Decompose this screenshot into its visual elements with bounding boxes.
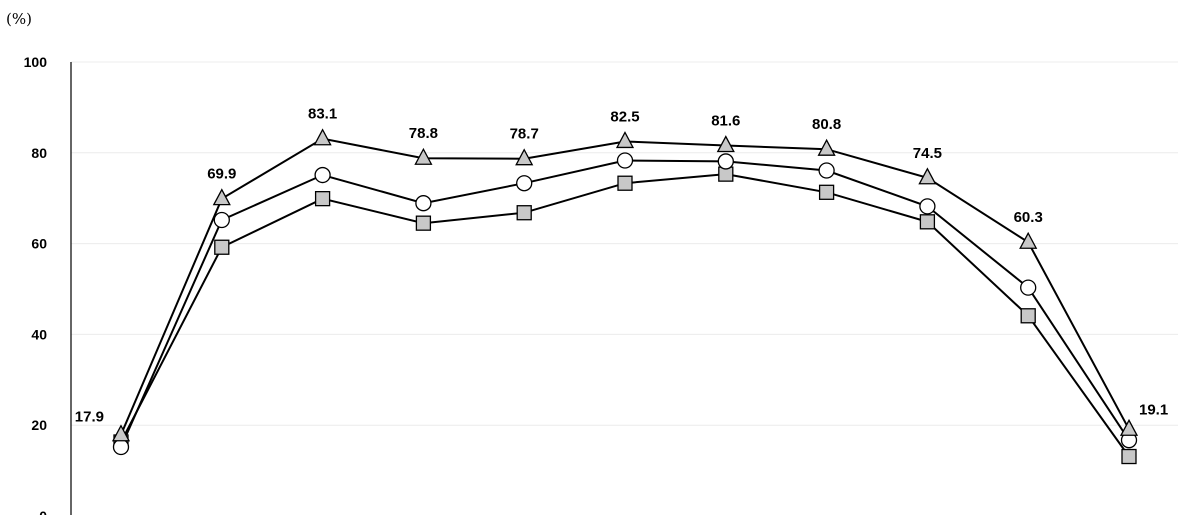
square-marker-2 (314, 191, 331, 207)
triangle-marker-8 (918, 167, 937, 185)
y-tick-label-0: 0 (39, 508, 47, 515)
data-labels: 17.9 69.9 83.1 78.8 78.7 82.5 81.6 80.8 74.5 60.3… (75, 106, 1168, 426)
square-marker-4 (516, 205, 532, 221)
series-group (111, 128, 1139, 465)
data-label-9: 60.3 (1014, 209, 1043, 226)
data-label-7: 80.8 (812, 116, 841, 133)
square-marker-1 (214, 239, 230, 255)
y-tick-label-40: 40 (31, 326, 47, 342)
square-marker-5 (617, 175, 633, 191)
triangle-marker-5 (615, 131, 635, 149)
data-label-6: 81.6 (711, 113, 740, 130)
y-tick-label-60: 60 (31, 236, 47, 252)
square-marker-10 (1121, 448, 1137, 465)
triangle-marker-9 (1019, 231, 1038, 249)
data-label-5: 82.5 (610, 108, 639, 125)
data-label-8: 74.5 (913, 145, 942, 162)
circle-marker-6 (717, 153, 734, 170)
y-tick-labels: 0 20 40 60 80 100 (24, 54, 48, 515)
square-marker-7 (818, 184, 835, 200)
square-marker-8 (919, 214, 936, 230)
triangle-marker-1 (212, 188, 231, 206)
y-tick-label-100: 100 (24, 54, 48, 70)
circle-marker-3 (415, 195, 432, 212)
data-label-3: 78.8 (409, 125, 438, 142)
circle-marker-4 (516, 175, 533, 192)
data-label-2: 83.1 (308, 106, 337, 123)
y-tick-label-80: 80 (31, 145, 47, 161)
data-label-1: 69.9 (207, 166, 236, 183)
triangle-marker-7 (817, 138, 836, 156)
circle-marker-2 (314, 166, 331, 184)
circle-marker-0 (112, 438, 130, 456)
square-marker-3 (415, 215, 432, 231)
circle-marker-1 (213, 211, 230, 229)
y-tick-label-20: 20 (31, 417, 47, 433)
series-2-line (120, 173, 1130, 458)
circle-marker-8 (919, 198, 936, 215)
gridlines (71, 61, 1178, 426)
data-label-10: 19.1 (1139, 401, 1168, 418)
triangle-marker-6 (716, 135, 735, 153)
series-1-line (120, 159, 1130, 448)
triangle-marker-3 (414, 147, 433, 165)
y-axis-unit-label: (%) (6, 10, 32, 28)
triangle-marker-2 (313, 128, 332, 146)
circle-marker-9 (1020, 279, 1037, 296)
square-marker-9 (1020, 308, 1036, 324)
data-label-4: 78.7 (510, 126, 539, 143)
circle-marker-5 (616, 152, 634, 169)
circle-marker-7 (818, 162, 835, 179)
triangle-marker-4 (515, 148, 534, 166)
data-label-0: 17.9 (75, 409, 104, 426)
triangle-marker-0 (111, 424, 131, 442)
triangle-marker-10 (1119, 418, 1139, 436)
